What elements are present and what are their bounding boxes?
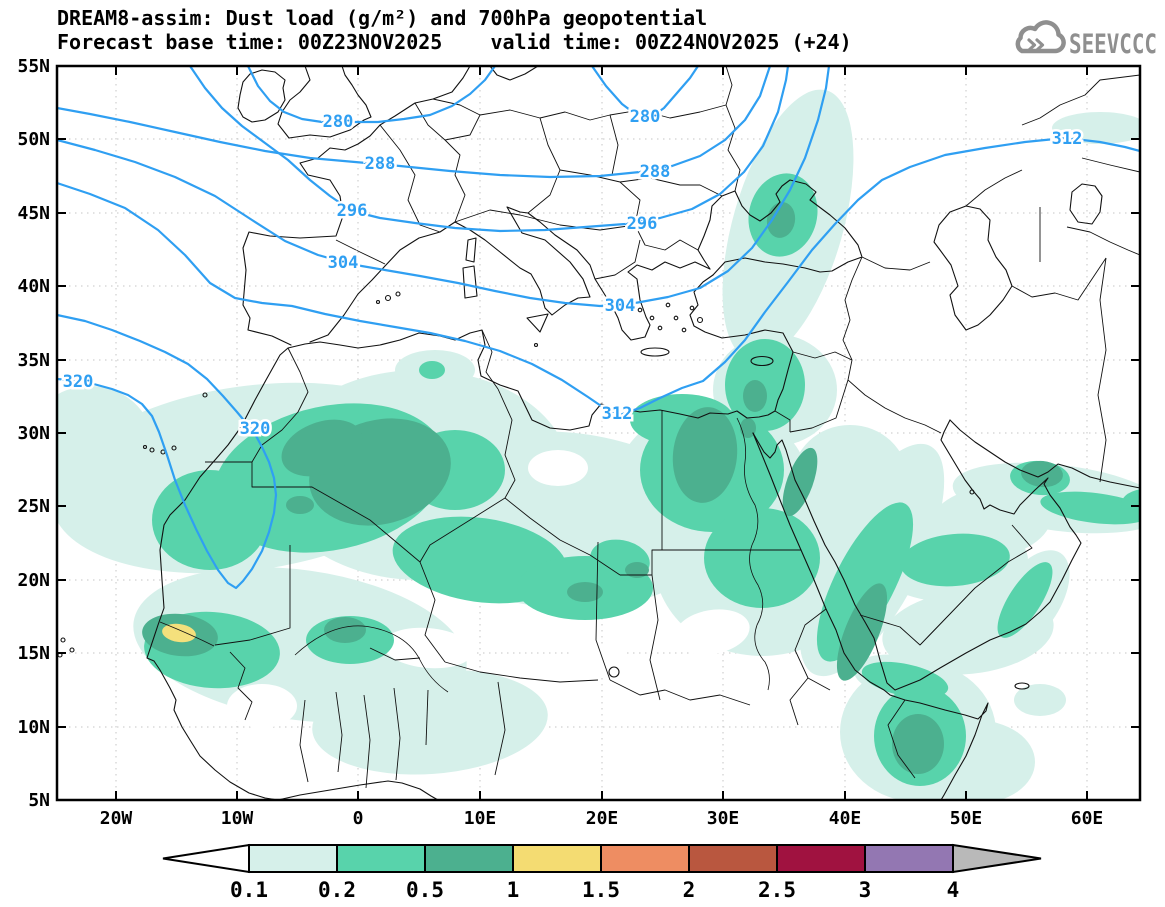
logo-text: SEEVCCC [1069, 29, 1157, 60]
colorbar-segment [248, 844, 338, 873]
lat-tick-label: 5N [28, 790, 50, 811]
lat-tick-label: 55N [17, 56, 50, 77]
dust-layer-yellow [162, 623, 196, 643]
lat-tick-label: 15N [17, 643, 50, 664]
axis-ticks [57, 65, 1140, 801]
colorbar-segment [688, 844, 778, 873]
colorbar-tick-label: 2.5 [758, 878, 796, 902]
lon-tick-label: 60E [1071, 808, 1104, 829]
page-subtitle: Forecast base time: 00Z23NOV2025 valid t… [57, 30, 852, 54]
lat-tick-label: 45N [17, 203, 50, 224]
colorbar-tick-label: 2 [683, 878, 696, 902]
contour-label: 296 [337, 201, 368, 221]
colorbar-over-arrow [952, 843, 1042, 874]
contour-label: 288 [365, 154, 396, 174]
lon-tick-label: 50E [950, 808, 983, 829]
colorbar [162, 843, 1042, 874]
contour-label: 296 [627, 214, 658, 234]
dust-layer-dark [142, 202, 1063, 774]
lat-tick-label: 25N [17, 496, 50, 517]
contour-label: 312 [602, 404, 633, 424]
lat-tick-label: 10N [17, 717, 50, 738]
contour-label: 304 [328, 253, 359, 273]
colorbar-segment [512, 844, 602, 873]
colorbar-tick-label: 3 [859, 878, 872, 902]
lon-tick-label: 0 [353, 808, 364, 829]
contour-label: 280 [323, 112, 354, 132]
colorbar-segment [776, 844, 866, 873]
lon-tick-label: 20W [100, 808, 133, 829]
seevccc-logo: SEEVCCC [1009, 12, 1161, 62]
country-borders [205, 66, 1140, 789]
title-block: DREAM8-assim: Dust load (g/m²) and 700hP… [57, 6, 852, 54]
lon-tick-label: 10W [221, 808, 254, 829]
dust-holes [227, 450, 750, 728]
lat-tick-label: 35N [17, 350, 50, 371]
colorbar-labels: 0.1 0.2 0.5 1 1.5 2 2.5 3 4 [230, 878, 959, 902]
colorbar-segment [336, 844, 426, 873]
lon-tick-label: 30E [707, 808, 740, 829]
geopotential-contours [57, 66, 1140, 590]
colorbar-tick-label: 4 [947, 878, 960, 902]
longitude-axis: 20W 10W 0 10E 20E 30E 40E 50E 60E [100, 808, 1104, 829]
page-title: DREAM8-assim: Dust load (g/m²) and 700hP… [57, 6, 708, 30]
lat-tick-label: 40N [17, 276, 50, 297]
colorbar-segment [864, 844, 954, 873]
colorbar-tick-label: 1.5 [582, 878, 620, 902]
colorbar-segment [600, 844, 690, 873]
lat-tick-label: 20N [17, 570, 50, 591]
colorbar-tick-label: 0.2 [318, 878, 356, 902]
contour-label: 320 [240, 419, 271, 439]
colorbar-tick-label: 0.1 [230, 878, 268, 902]
coastlines [57, 66, 1140, 800]
latitude-axis: 55N 50N 45N 40N 35N 30N 25N 20N 15N 10N 5N [17, 56, 50, 811]
colorbar-tick-label: 0.5 [406, 878, 444, 902]
contour-label: 304 [605, 296, 636, 316]
colorbar-tick-label: 1 [507, 878, 520, 902]
lon-tick-label: 10E [464, 808, 497, 829]
contour-labels: 280 280 288 288 296 296 304 304 312 312 320 320 [60, 105, 1085, 442]
lat-tick-label: 50N [17, 129, 50, 150]
contour-label: 312 [1052, 129, 1083, 149]
colorbar-under-arrow [162, 843, 250, 874]
contour-label: 280 [630, 107, 661, 127]
lon-tick-label: 20E [586, 808, 619, 829]
cloud-icon [1015, 20, 1066, 54]
colorbar-segment [424, 844, 514, 873]
contour-label: 288 [640, 162, 671, 182]
contour-label: 320 [63, 372, 94, 392]
lon-tick-label: 40E [829, 808, 862, 829]
lat-tick-label: 30N [17, 423, 50, 444]
rivers [159, 417, 770, 693]
